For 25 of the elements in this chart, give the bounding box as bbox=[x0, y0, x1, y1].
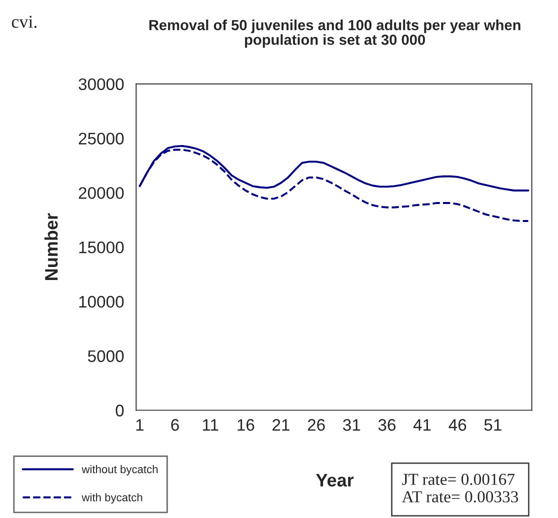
chart-title: Removal of 50 juveniles and 100 adults per year when population is set at 30 000 bbox=[149, 20, 520, 48]
x-tick-label: 16 bbox=[238, 419, 254, 431]
x-tick-label: 31 bbox=[342, 419, 360, 431]
x-tick-label: 1 bbox=[136, 419, 144, 431]
x-tick-label: 36 bbox=[378, 419, 396, 431]
y-tick-label: 20000 bbox=[78, 187, 124, 199]
y-tick-label: 25000 bbox=[78, 132, 124, 145]
x-tick-label: 26 bbox=[308, 419, 325, 431]
y-tick-label: 15000 bbox=[79, 241, 124, 254]
legend-label: with bycatch bbox=[82, 493, 142, 504]
text: cvi. bbox=[12, 16, 37, 28]
legend-label: without bycatch bbox=[82, 465, 158, 476]
x-tick-label: 46 bbox=[448, 419, 466, 431]
y-tick-label: 10000 bbox=[79, 296, 124, 308]
x-tick-label: 6 bbox=[171, 419, 179, 431]
y-axis-title: Number bbox=[44, 213, 58, 280]
y-tick-label: 0 bbox=[116, 404, 124, 416]
y-tick-label: 5000 bbox=[88, 350, 124, 362]
y-tick-label: 30000 bbox=[78, 78, 124, 90]
x-axis-title: Year bbox=[316, 474, 354, 487]
x-tick-label: 21 bbox=[272, 419, 290, 431]
x-tick-label: 11 bbox=[202, 419, 218, 431]
text: JT rate= 0.00167 AT rate= 0.00333 bbox=[402, 474, 518, 502]
x-tick-label: 41 bbox=[413, 419, 431, 431]
x-tick-label: 51 bbox=[484, 419, 502, 431]
